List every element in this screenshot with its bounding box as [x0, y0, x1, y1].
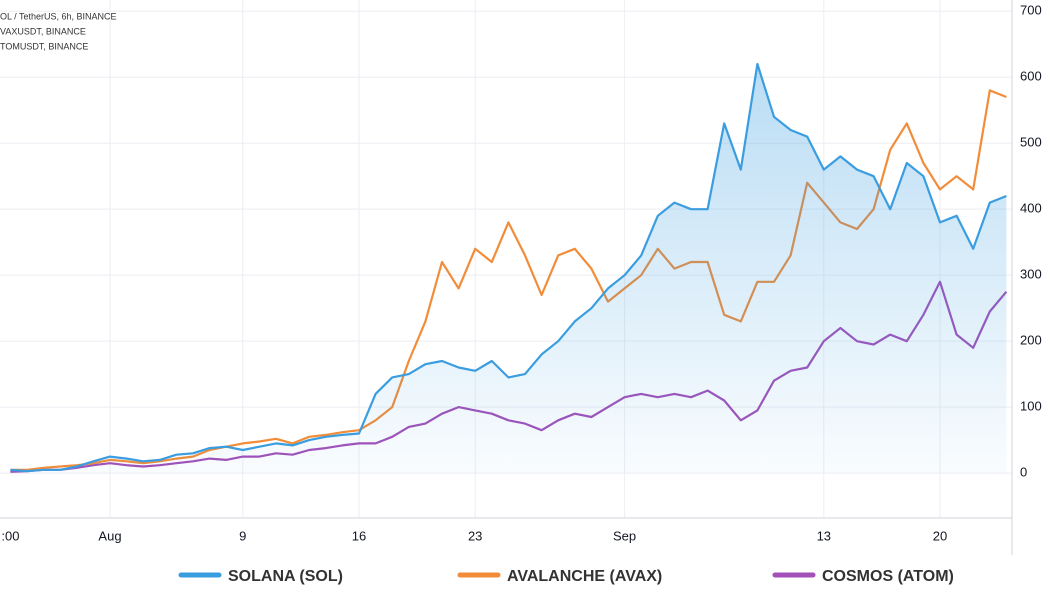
x-tick-label: 20	[933, 528, 947, 543]
legend: SOLANA (SOL) AVALANCHE (AVAX) COSMOS (ATOM…	[178, 568, 954, 585]
y-tick-label: 700	[1020, 3, 1042, 18]
legend-label: SOLANA (SOL)	[228, 568, 343, 585]
x-tick-label: :00	[1, 528, 19, 543]
x-tick-label: 13	[817, 528, 831, 543]
y-tick-label: 300	[1020, 267, 1042, 282]
y-tick-label: 600	[1020, 69, 1042, 84]
symbol-label: TOMUSDT, BINANCE	[0, 41, 88, 51]
y-tick-label: 400	[1020, 201, 1042, 216]
symbol-label: OL / TetherUS, 6h, BINANCE	[0, 11, 117, 21]
plot	[10, 62, 1008, 474]
area	[10, 64, 1007, 474]
x-tick-label: Aug	[98, 528, 121, 543]
y-tick-label: 200	[1020, 333, 1042, 348]
x-tick-label: 9	[239, 528, 246, 543]
symbol-label: VAXUSDT, BINANCE	[0, 26, 86, 36]
legend-label: COSMOS (ATOM)	[822, 568, 954, 585]
y-tick-label: 0	[1020, 465, 1027, 480]
x-tick-label: Sep	[613, 528, 636, 543]
axes: 0 100 200 300 400 500 600 700 :00 Aug 9 16 23 Sep 13 20	[1, 3, 1041, 544]
legend-label: AVALANCHE (AVAX)	[507, 568, 662, 585]
x-tick-label: 23	[468, 528, 482, 543]
x-tick-label: 16	[352, 528, 366, 543]
y-tick-label: 500	[1020, 135, 1042, 150]
y-tick-label: 100	[1020, 399, 1042, 414]
line	[10, 62, 1007, 473]
